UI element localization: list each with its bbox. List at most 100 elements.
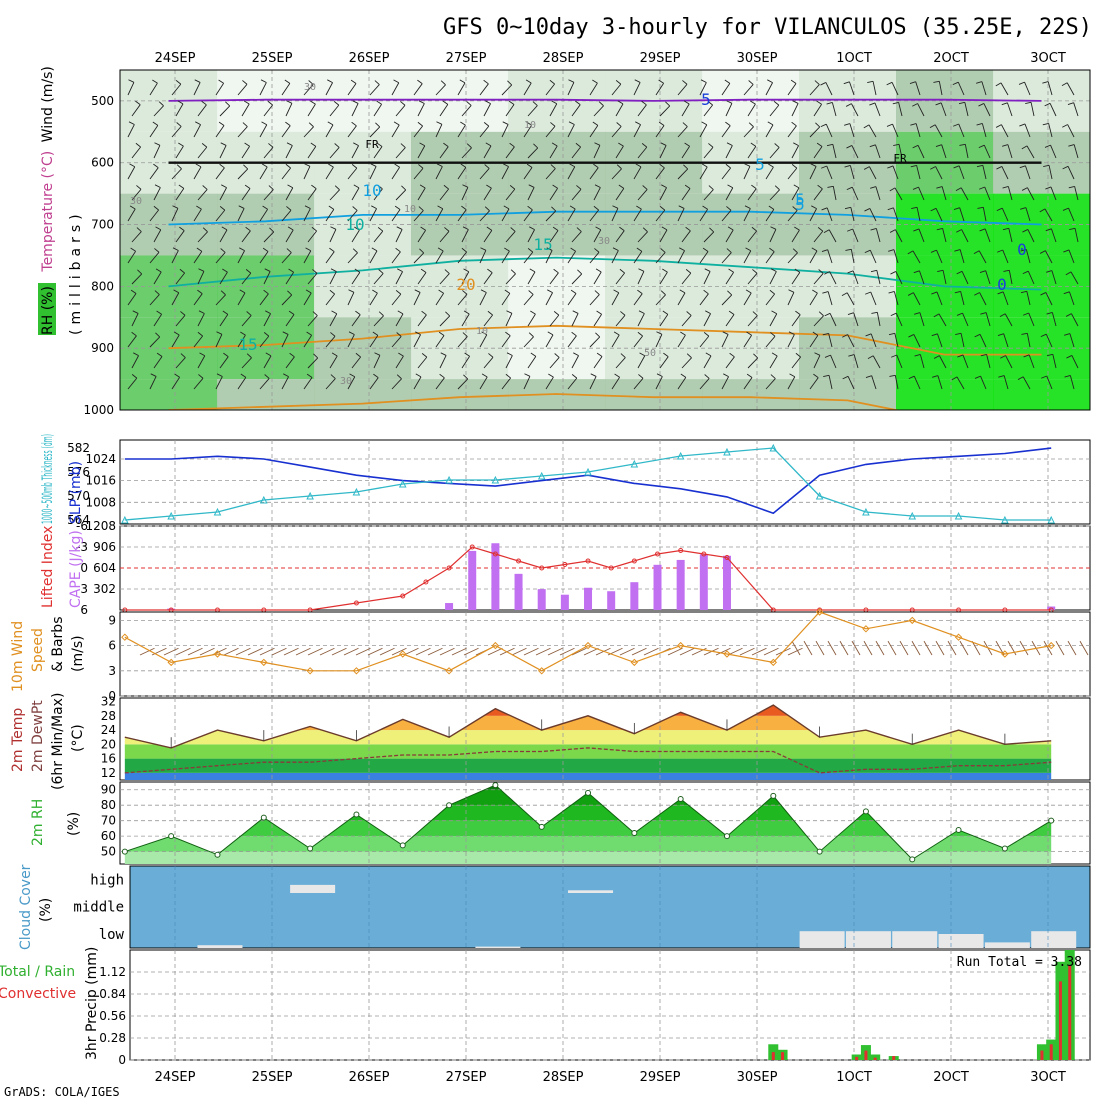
wind-barb [571, 146, 581, 159]
wind-barb-flag [1020, 290, 1027, 294]
wind-speed-marker [630, 658, 639, 667]
wind-barb [1027, 187, 1035, 201]
wind-barb-flag [767, 121, 774, 126]
wind-barb-flag [173, 331, 180, 336]
wind-barb-flag [240, 373, 247, 378]
wind-barb-flag [351, 121, 357, 127]
rh-tick-label: 70 [101, 814, 116, 828]
wind-barb [659, 187, 667, 201]
bottom-date-label: 29SEP [640, 1070, 681, 1085]
wind-barb [457, 251, 467, 264]
wind-barb [395, 355, 404, 369]
wind-barb [285, 356, 295, 369]
wind-barb-flag [418, 100, 425, 104]
wind-barb-flag [1040, 333, 1047, 338]
wind-barb-flag [436, 163, 443, 167]
wind-barb [850, 249, 855, 264]
wind-barb [567, 335, 577, 348]
wind-barb-flag [466, 101, 472, 106]
wind-barb [677, 250, 685, 264]
li-marker [585, 558, 591, 564]
wind-barb-flag [1039, 208, 1046, 213]
wind-barb-flag [480, 289, 487, 293]
top-date-label: 29SEP [640, 51, 681, 66]
wind-barb [765, 209, 775, 222]
wind-barb [677, 126, 688, 138]
wind-barb-flag [421, 310, 427, 316]
wind-barb [851, 187, 859, 201]
wind-barb [439, 104, 449, 117]
wind-barb-flag [178, 184, 185, 189]
wind-barb-flag [351, 163, 358, 169]
wind-barb-flag [305, 247, 312, 252]
wind-barb [413, 125, 423, 138]
wind-barb-flag [1065, 271, 1072, 276]
wind-barb-flag [889, 229, 896, 233]
wind-barb-flag [594, 290, 600, 295]
wind-barb [153, 356, 163, 369]
wind-barb-flag [660, 290, 666, 296]
wind-barb-flag [571, 373, 578, 379]
wind-barb-flag [443, 142, 449, 148]
wind-barb [197, 355, 206, 369]
bottom-date-label: 26SEP [349, 1070, 390, 1085]
wind-barb [813, 230, 824, 243]
wind-barb [461, 229, 469, 243]
temperature-line [124, 704, 1052, 749]
wind-barb [417, 187, 426, 201]
wind-barb-flag [348, 331, 355, 335]
wind-barb [571, 104, 581, 117]
wind-barb [457, 378, 469, 390]
wind-barb [215, 167, 225, 180]
wind-barb-flag [1002, 144, 1009, 147]
wind-barb-flag [282, 331, 289, 335]
wind-barb-flag [419, 142, 426, 147]
wind-barb [813, 104, 823, 117]
wind-barb [545, 125, 556, 138]
wind-barb [127, 377, 138, 390]
wind-barb [1028, 312, 1035, 327]
pressure-tick-label: 500 [91, 94, 114, 108]
cape-bar [607, 591, 616, 610]
wind-barb-flag [128, 79, 135, 83]
wind-barb-flag [396, 374, 402, 380]
wind-barb [197, 313, 205, 327]
wind-barb [769, 104, 780, 117]
temperature-contour-label: FR [893, 152, 907, 165]
ylabel-slp: SLP (mb) [68, 461, 84, 524]
wind-barb [791, 229, 800, 243]
top-date-axis: 24SEP 25SEP 26SEP 27SEP 28SEP 29SEP 30SEP 1OCT 2… [155, 51, 1066, 66]
wind-barb [1022, 376, 1031, 390]
wind-barb-flag [770, 332, 776, 337]
wind-barb [825, 82, 833, 96]
wind-barb-flag [394, 205, 401, 210]
rh-marker [168, 833, 175, 840]
wind-speed-marker [538, 667, 546, 675]
wind-barb [891, 82, 899, 96]
wind-barb [263, 104, 273, 117]
wind-barb-flag [175, 79, 182, 85]
wind-barb-flag [847, 228, 853, 232]
wind-barb-flag [869, 102, 876, 106]
wind-barb-flag [914, 354, 921, 357]
wind-barb [769, 355, 778, 369]
wind-barb-flag [726, 142, 733, 146]
wind-barb [285, 103, 293, 117]
wind-barb-flag [665, 101, 671, 107]
temperature-contour-label: 5 [755, 155, 765, 174]
wind-barb [325, 124, 334, 138]
surface-wind-barb [643, 647, 659, 656]
wind-barb-flag [287, 290, 293, 296]
wind-barb-flag [195, 163, 202, 168]
wind-barb [505, 188, 516, 201]
wind-barb-flag [310, 142, 317, 147]
rh-marker [399, 842, 406, 849]
wind-barb [237, 126, 248, 138]
rh-tick-label: 60 [101, 829, 116, 843]
wind-barb [197, 146, 208, 159]
wind-barb [875, 144, 881, 159]
wind-barb [936, 249, 943, 264]
temperature-contour-label: 0 [1017, 240, 1027, 259]
wind-barb [571, 273, 583, 285]
